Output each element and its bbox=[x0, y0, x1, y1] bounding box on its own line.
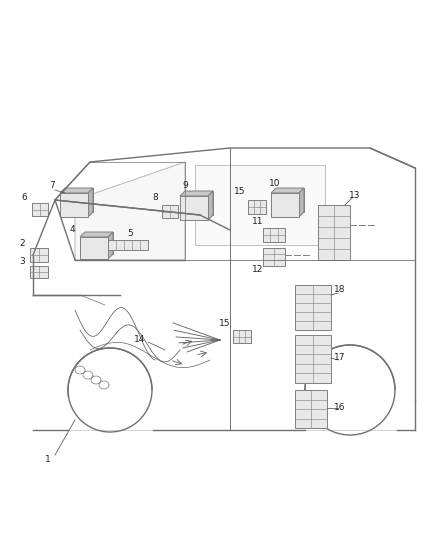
Bar bbox=[263, 248, 285, 266]
Polygon shape bbox=[75, 162, 185, 260]
Text: 15: 15 bbox=[219, 319, 231, 327]
Bar bbox=[263, 228, 285, 242]
Text: 17: 17 bbox=[334, 353, 346, 362]
Bar bbox=[276, 188, 304, 212]
Polygon shape bbox=[60, 188, 93, 193]
Text: 18: 18 bbox=[334, 286, 346, 295]
Bar bbox=[80, 237, 108, 259]
Bar bbox=[248, 200, 266, 214]
Text: 9: 9 bbox=[182, 182, 188, 190]
Bar bbox=[65, 188, 93, 212]
Bar bbox=[162, 205, 178, 218]
Text: 12: 12 bbox=[252, 265, 264, 274]
Text: 6: 6 bbox=[21, 193, 27, 203]
Bar bbox=[85, 232, 113, 254]
Polygon shape bbox=[180, 191, 213, 196]
Text: 2: 2 bbox=[19, 239, 25, 248]
Bar bbox=[271, 193, 299, 217]
Bar bbox=[108, 240, 148, 250]
Bar bbox=[295, 390, 327, 428]
Polygon shape bbox=[208, 191, 213, 220]
Bar bbox=[233, 330, 251, 343]
Text: 7: 7 bbox=[49, 181, 55, 190]
Text: 4: 4 bbox=[69, 225, 75, 235]
Text: 14: 14 bbox=[134, 335, 146, 344]
Bar bbox=[180, 196, 208, 220]
Text: 10: 10 bbox=[269, 179, 281, 188]
Bar bbox=[318, 205, 350, 260]
Text: 8: 8 bbox=[152, 193, 158, 203]
Bar bbox=[295, 285, 331, 330]
Bar bbox=[60, 193, 88, 217]
Polygon shape bbox=[108, 232, 113, 259]
Text: 15: 15 bbox=[234, 188, 246, 197]
Text: 11: 11 bbox=[252, 217, 264, 227]
Polygon shape bbox=[80, 232, 113, 237]
Polygon shape bbox=[88, 188, 93, 217]
Bar bbox=[32, 203, 48, 216]
Text: 1: 1 bbox=[45, 456, 51, 464]
Bar bbox=[185, 191, 213, 215]
Text: 3: 3 bbox=[19, 257, 25, 266]
Text: 13: 13 bbox=[349, 190, 361, 199]
Bar bbox=[195, 165, 325, 245]
Text: 16: 16 bbox=[334, 402, 346, 411]
Polygon shape bbox=[299, 188, 304, 217]
Bar bbox=[295, 335, 331, 383]
Polygon shape bbox=[271, 188, 304, 193]
Bar bbox=[30, 266, 48, 278]
Bar bbox=[30, 248, 48, 262]
Text: 5: 5 bbox=[127, 229, 133, 238]
